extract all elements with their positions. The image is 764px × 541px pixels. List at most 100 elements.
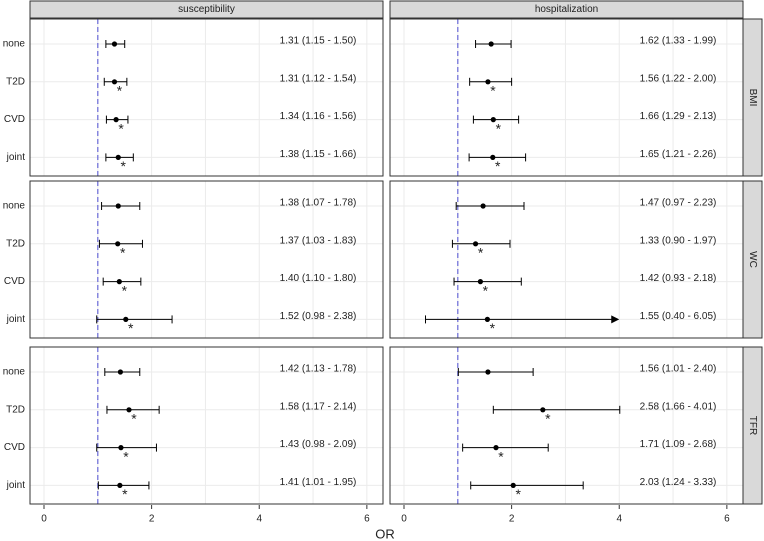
significance-mark: * <box>545 411 551 427</box>
y-tick-label: CVD <box>4 442 25 453</box>
facet-strip <box>29 0 384 19</box>
panel-border <box>29 180 384 339</box>
point-estimate <box>115 154 121 160</box>
y-tick-label: T2D <box>6 238 25 249</box>
estimate-label: 1.56 (1.22 - 2.00) <box>640 73 717 84</box>
significance-mark: * <box>498 448 504 464</box>
significance-mark: * <box>496 120 502 136</box>
estimate-label: 1.40 (1.10 - 1.80) <box>280 273 357 284</box>
point-estimate <box>477 279 484 285</box>
panel <box>30 19 383 176</box>
y-tick-label: none <box>3 201 26 212</box>
point-estimate <box>111 41 118 47</box>
estimate-label: 1.66 (1.29 - 2.13) <box>640 111 717 122</box>
estimate-label: 1.43 (0.98 - 2.09) <box>280 439 357 450</box>
point-estimate <box>510 482 516 488</box>
estimate-label: 1.52 (0.98 - 2.38) <box>280 311 357 322</box>
point-estimate <box>117 369 124 375</box>
x-tick-label: 0 <box>401 514 407 525</box>
panel <box>390 19 743 176</box>
panel-border <box>29 346 384 505</box>
panel-border <box>389 180 744 339</box>
facet-strip-label: susceptibility <box>178 4 235 15</box>
estimate-label: 1.71 (1.09 - 2.68) <box>640 439 717 450</box>
significance-mark: * <box>123 448 129 464</box>
error-bar-arrow <box>611 315 620 324</box>
significance-mark: * <box>516 486 522 502</box>
point-estimate <box>111 79 118 85</box>
panel-content: 1.56 (1.01 - 2.40) 2.58 (1.66 - 4.01) * 1.7… <box>390 347 743 504</box>
point-estimate <box>113 117 119 123</box>
x-tick-label: 0 <box>41 514 47 525</box>
facet-strip-label: WC <box>747 251 758 268</box>
x-tick-label: 4 <box>616 514 622 525</box>
estimate-label: 1.34 (1.16 - 1.56) <box>280 111 357 122</box>
panel-content: 1.47 (0.97 - 2.23) 1.33 (0.90 - 1.97) * 1.4… <box>390 181 743 338</box>
point-estimate <box>118 445 124 451</box>
significance-mark: * <box>117 83 123 99</box>
estimate-label: 1.62 (1.33 - 1.99) <box>640 36 717 47</box>
panel-border <box>29 18 384 177</box>
estimate-label: 1.37 (1.03 - 1.83) <box>280 235 357 246</box>
y-tick-label: joint <box>6 480 26 491</box>
panel <box>30 347 383 504</box>
point-estimate <box>116 279 122 285</box>
panel-content: 1.62 (1.33 - 1.99) 1.56 (1.22 - 2.00) * 1.6… <box>390 19 743 176</box>
point-estimate <box>115 203 121 209</box>
y-tick-label: T2D <box>6 404 25 415</box>
estimate-label: 1.41 (1.01 - 1.95) <box>280 477 357 488</box>
point-estimate <box>493 445 499 451</box>
estimate-label: 1.31 (1.15 - 1.50) <box>280 36 357 47</box>
estimate-label: 1.47 (0.97 - 2.23) <box>640 198 717 209</box>
point-estimate <box>490 154 496 160</box>
x-tick-label: 2 <box>149 514 155 525</box>
significance-mark: * <box>122 282 128 298</box>
point-estimate <box>485 369 491 375</box>
estimate-label: 1.33 (0.90 - 1.97) <box>640 235 717 246</box>
panel-content: 1.31 (1.15 - 1.50) 1.31 (1.12 - 1.54) * 1.3… <box>30 19 383 176</box>
point-estimate <box>115 241 121 247</box>
y-tick-label: CVD <box>4 276 25 287</box>
x-tick-label: 4 <box>256 514 262 525</box>
point-estimate <box>488 41 494 47</box>
x-axis-title: OR <box>375 526 395 541</box>
significance-mark: * <box>131 411 137 427</box>
significance-mark: * <box>120 245 126 261</box>
point-estimate <box>480 203 486 209</box>
estimate-label: 1.56 (1.01 - 2.40) <box>640 364 717 375</box>
estimate-label: 1.38 (1.07 - 1.78) <box>280 198 357 209</box>
y-tick-label: none <box>3 39 26 50</box>
y-tick-label: joint <box>6 152 26 163</box>
panel <box>390 347 743 504</box>
x-tick-label: 6 <box>724 514 730 525</box>
y-tick-label: T2D <box>6 76 25 87</box>
significance-mark: * <box>483 282 489 298</box>
estimate-label: 1.31 (1.12 - 1.54) <box>280 73 357 84</box>
estimate-label: 1.65 (1.21 - 2.26) <box>640 149 717 160</box>
x-tick-label: 2 <box>509 514 515 525</box>
panel-border <box>389 18 744 177</box>
significance-mark: * <box>490 83 496 99</box>
point-estimate <box>126 407 132 413</box>
estimate-label: 1.38 (1.15 - 1.66) <box>280 149 357 160</box>
y-tick-label: none <box>3 367 26 378</box>
estimate-label: 1.42 (0.93 - 2.18) <box>640 273 717 284</box>
panel <box>30 181 383 338</box>
y-tick-label: CVD <box>4 114 25 125</box>
y-tick-label: joint <box>6 314 26 325</box>
panel-content: 1.42 (1.13 - 1.78) 1.58 (1.17 - 2.14) * 1.4… <box>30 347 383 504</box>
estimate-label: 1.55 (0.40 - 6.05) <box>640 311 717 322</box>
x-tick-label: 6 <box>364 514 370 525</box>
point-estimate <box>490 117 496 123</box>
facet-strip-label: BMI <box>747 89 758 107</box>
facet-strip-label: hospitalization <box>535 4 598 15</box>
panel-content: 1.38 (1.07 - 1.78) 1.37 (1.03 - 1.83) * 1.4… <box>30 181 383 338</box>
significance-mark: * <box>490 320 496 336</box>
point-estimate <box>484 316 490 322</box>
facet-strip-label: TFR <box>747 416 758 435</box>
significance-mark: * <box>478 245 484 261</box>
facet-strip <box>389 0 744 19</box>
significance-mark: * <box>128 320 134 336</box>
significance-mark: * <box>495 158 501 174</box>
